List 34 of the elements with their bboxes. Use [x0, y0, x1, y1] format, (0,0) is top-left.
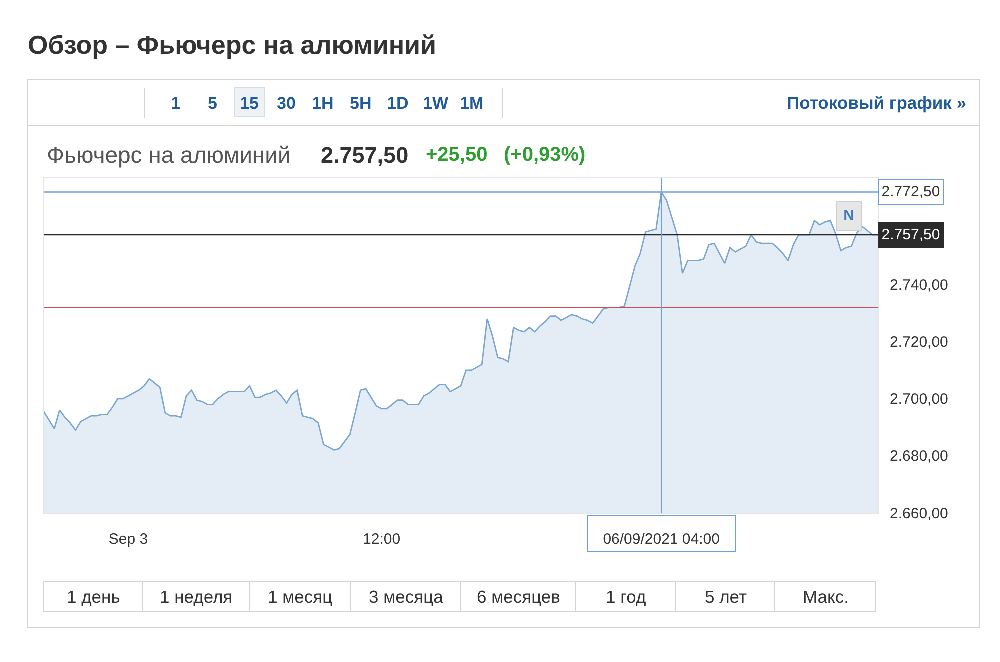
text: Макс.: [803, 587, 849, 607]
annotation: N: [844, 208, 854, 224]
text: 1 неделя: [160, 587, 233, 607]
text: 1 год: [606, 587, 646, 607]
text: Потоковый график »: [787, 93, 967, 113]
x-tick-label: Sep 3: [108, 531, 148, 548]
text: +25,50: [426, 144, 488, 166]
y-tick-label: 2.700,00: [890, 391, 948, 408]
chart-title: Обзор – Фьючерс на алюминий: [28, 30, 437, 60]
y-tick-label: 2.680,00: [890, 448, 948, 466]
text: 15: [240, 94, 259, 113]
text: (+0,93%): [504, 144, 586, 166]
x-tick-label: 06/09/2021 04:00: [603, 531, 720, 548]
text: 1D: [387, 94, 409, 113]
text: 5 лет: [705, 587, 747, 607]
x-tick-label: 12:00: [363, 531, 401, 548]
text: 1H: [312, 94, 334, 113]
y-tick-label: 2.660,00: [890, 505, 948, 522]
ref-line-label: 2.757,50: [882, 226, 940, 244]
text: 2.757,50: [321, 143, 409, 168]
text: 5H: [350, 94, 372, 113]
y-tick-label: 2.740,00: [890, 277, 948, 294]
y-tick-label: 2.720,00: [890, 334, 948, 352]
text: 6 месяцев: [477, 587, 560, 607]
text: 1W: [423, 94, 450, 113]
text: 30: [277, 94, 296, 113]
chart-subtitle: Фьючерс на алюминий: [47, 142, 291, 168]
text: 1 месяц: [268, 587, 333, 607]
text: 1M: [460, 94, 484, 113]
ref-line-label: 2.772,50: [882, 184, 940, 200]
text: 1 день: [67, 587, 120, 607]
text: 3 месяца: [369, 587, 444, 607]
text: 1: [171, 94, 180, 113]
text: 5: [208, 94, 218, 113]
